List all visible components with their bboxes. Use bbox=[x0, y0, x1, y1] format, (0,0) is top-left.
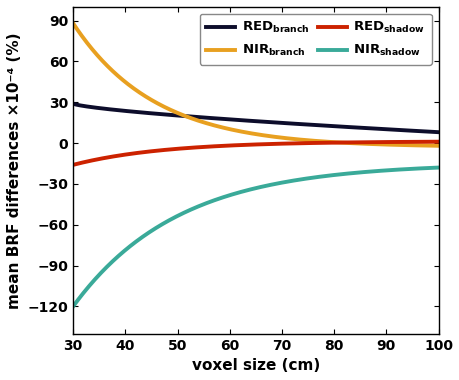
Legend: $\bf{RED}$$_{\bf{branch}}$, $\bf{NIR}$$_{\bf{branch}}$, $\bf{RED}$$_{\bf{shadow}: $\bf{RED}$$_{\bf{branch}}$, $\bf{NIR}$$_… bbox=[199, 14, 431, 65]
X-axis label: voxel size (cm): voxel size (cm) bbox=[191, 358, 319, 373]
Y-axis label: mean BRF differences ×10⁻⁴ (%): mean BRF differences ×10⁻⁴ (%) bbox=[7, 32, 22, 309]
